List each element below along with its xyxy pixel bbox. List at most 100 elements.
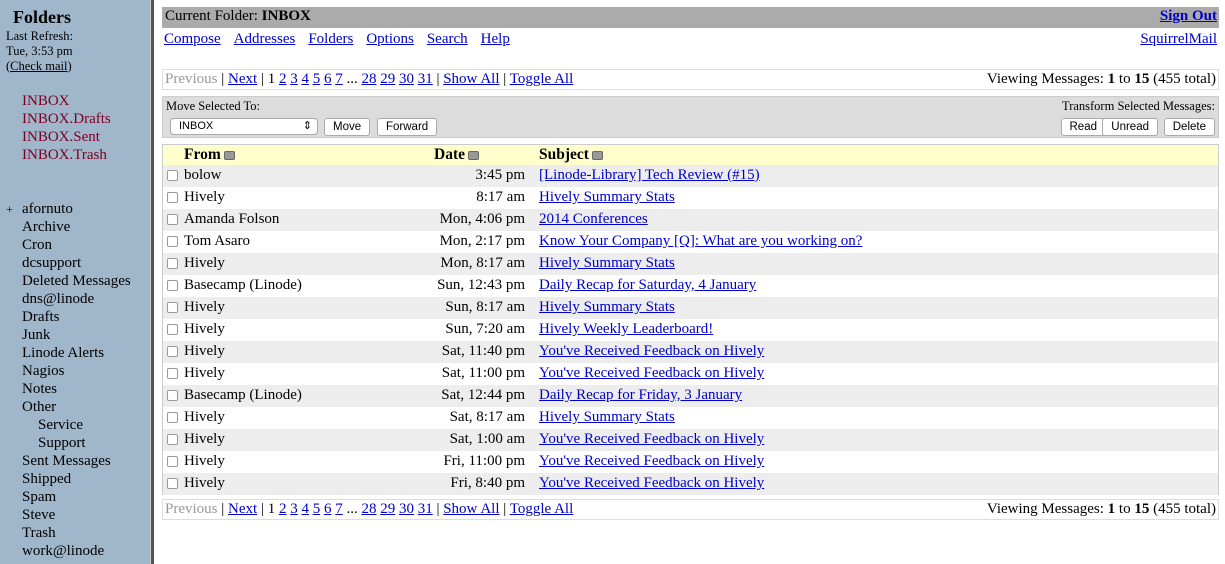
subject-link[interactable]: You've Received Feedback on Hively [539,365,765,381]
folder-item[interactable]: Nagios [6,362,131,380]
select-checkbox[interactable] [167,280,178,291]
toggle-all-link[interactable]: Toggle All [509,501,574,517]
check-mail-link[interactable]: Check mail [10,59,68,73]
nav-link-options[interactable]: Options [366,31,414,47]
show-all-link[interactable]: Show All [443,501,500,517]
select-checkbox[interactable] [167,192,178,203]
table-row[interactable]: Hively Sun, 8:17 am Hively Summary Stats [163,297,1218,319]
table-row[interactable]: Hively 8:17 am Hively Summary Stats [163,187,1218,209]
nav-link-folders[interactable]: Folders [308,31,354,47]
page-link[interactable]: 4 [301,501,309,517]
folder-link[interactable]: INBOX [22,93,70,109]
table-row[interactable]: Hively Sun, 7:20 am Hively Weekly Leader… [163,319,1218,341]
subject-link[interactable]: Hively Summary Stats [539,255,675,271]
sign-out-link[interactable]: Sign Out [1159,8,1217,24]
subject-link[interactable]: You've Received Feedback on Hively [539,343,765,359]
folder-link[interactable]: INBOX.Sent [22,129,100,145]
page-link[interactable]: 30 [398,71,414,87]
select-checkbox[interactable] [167,478,178,489]
select-checkbox[interactable] [167,236,178,247]
subject-link[interactable]: Hively Summary Stats [539,299,675,315]
folder-item[interactable]: Notes [6,380,131,398]
table-row[interactable]: Hively Mon, 8:17 am Hively Summary Stats [163,253,1218,275]
move-button[interactable]: Move [324,118,371,136]
select-checkbox[interactable] [167,346,178,357]
next-link[interactable]: Next [228,71,258,87]
toggle-all-link[interactable]: Toggle All [509,71,574,87]
table-row[interactable]: Hively Fri, 11:00 pm You've Received Fee… [163,451,1218,473]
table-row[interactable]: Amanda Folson Mon, 4:06 pm 2014 Conferen… [163,209,1218,231]
subject-link[interactable]: Daily Recap for Friday, 3 January [539,387,743,403]
from-header[interactable]: From [184,146,235,164]
page-link[interactable]: 5 [312,71,321,87]
folder-item[interactable]: dcsupport [6,254,131,272]
subject-link[interactable]: Daily Recap for Saturday, 4 January [539,277,757,293]
subject-header[interactable]: Subject [539,146,603,164]
sort-icon[interactable] [591,150,603,160]
page-link[interactable]: 3 [290,71,298,87]
expand-icon[interactable]: + [6,202,13,216]
nav-link-addresses[interactable]: Addresses [233,31,296,47]
page-link[interactable]: 2 [278,501,287,517]
folder-item[interactable]: Steve [6,506,131,524]
subject-link[interactable]: Know Your Company [Q]: What are you work… [539,233,863,249]
move-folder-select[interactable]: INBOX ⇕ [170,118,318,135]
sort-icon[interactable] [223,150,235,160]
folder-item[interactable]: Archive [6,218,131,236]
folder-item[interactable]: Trash [6,524,131,542]
page-link[interactable]: 30 [398,501,414,517]
folder-item[interactable]: work@linode [6,542,131,560]
unread-button[interactable]: Unread [1102,118,1158,136]
folder-item[interactable]: Cron [6,236,131,254]
page-link[interactable]: 28 [361,71,377,87]
subject-link[interactable]: You've Received Feedback on Hively [539,475,765,491]
table-row[interactable]: Basecamp (Linode) Sun, 12:43 pm Daily Re… [163,275,1218,297]
page-link[interactable]: 29 [380,501,396,517]
page-link[interactable]: 6 [323,501,332,517]
folder-item[interactable]: Service [6,416,131,434]
page-link[interactable]: 7 [335,71,343,87]
table-row[interactable]: Hively Sat, 1:00 am You've Received Feed… [163,429,1218,451]
folder-item[interactable]: Shipped [6,470,131,488]
nav-link-help[interactable]: Help [480,31,510,47]
sort-icon[interactable] [468,150,479,160]
table-row[interactable]: Basecamp (Linode) Sat, 12:44 pm Daily Re… [163,385,1218,407]
frame-divider[interactable] [150,0,154,564]
page-link[interactable]: 4 [301,71,309,87]
page-link[interactable]: 3 [290,501,298,517]
subject-link[interactable]: Hively Summary Stats [539,189,675,205]
folder-item[interactable]: + afornuto [6,200,131,218]
select-checkbox[interactable] [167,456,178,467]
read-button[interactable]: Read [1060,118,1106,136]
page-link[interactable]: 31 [417,71,433,87]
page-link[interactable]: 28 [361,501,377,517]
select-checkbox[interactable] [167,170,178,181]
page-link[interactable]: 29 [380,71,396,87]
select-checkbox[interactable] [167,412,178,423]
next-link[interactable]: Next [228,501,258,517]
select-checkbox[interactable] [167,368,178,379]
subject-link[interactable]: 2014 Conferences [539,211,648,227]
folder-item[interactable]: Junk [6,326,131,344]
folder-item[interactable]: Linode Alerts [6,344,131,362]
subject-link[interactable]: You've Received Feedback on Hively [539,431,765,447]
folder-item[interactable]: Support [6,434,131,452]
forward-button[interactable]: Forward [377,118,438,136]
folder-item[interactable]: dns@linode [6,290,131,308]
folder-item[interactable]: Other [6,398,131,416]
page-link[interactable]: 7 [335,501,343,517]
date-header[interactable]: Date [434,146,566,164]
page-link[interactable]: 6 [323,71,332,87]
subject-link[interactable]: Hively Summary Stats [539,409,675,425]
nav-link-search[interactable]: Search [426,31,468,47]
table-row[interactable]: Hively Sat, 8:17 am Hively Summary Stats [163,407,1218,429]
page-link[interactable]: 2 [278,71,287,87]
table-row[interactable]: Tom Asaro Mon, 2:17 pm Know Your Company… [163,231,1218,253]
folder-item[interactable]: Deleted Messages [6,272,131,290]
page-link[interactable]: 5 [312,501,321,517]
table-row[interactable]: Hively Sat, 11:00 pm You've Received Fee… [163,363,1218,385]
folder-item[interactable]: Sent Messages [6,452,131,470]
subject-link[interactable]: You've Received Feedback on Hively [539,453,765,469]
select-checkbox[interactable] [167,390,178,401]
table-row[interactable]: bolow 3:45 pm [Linode-Library] Tech Revi… [163,165,1218,187]
